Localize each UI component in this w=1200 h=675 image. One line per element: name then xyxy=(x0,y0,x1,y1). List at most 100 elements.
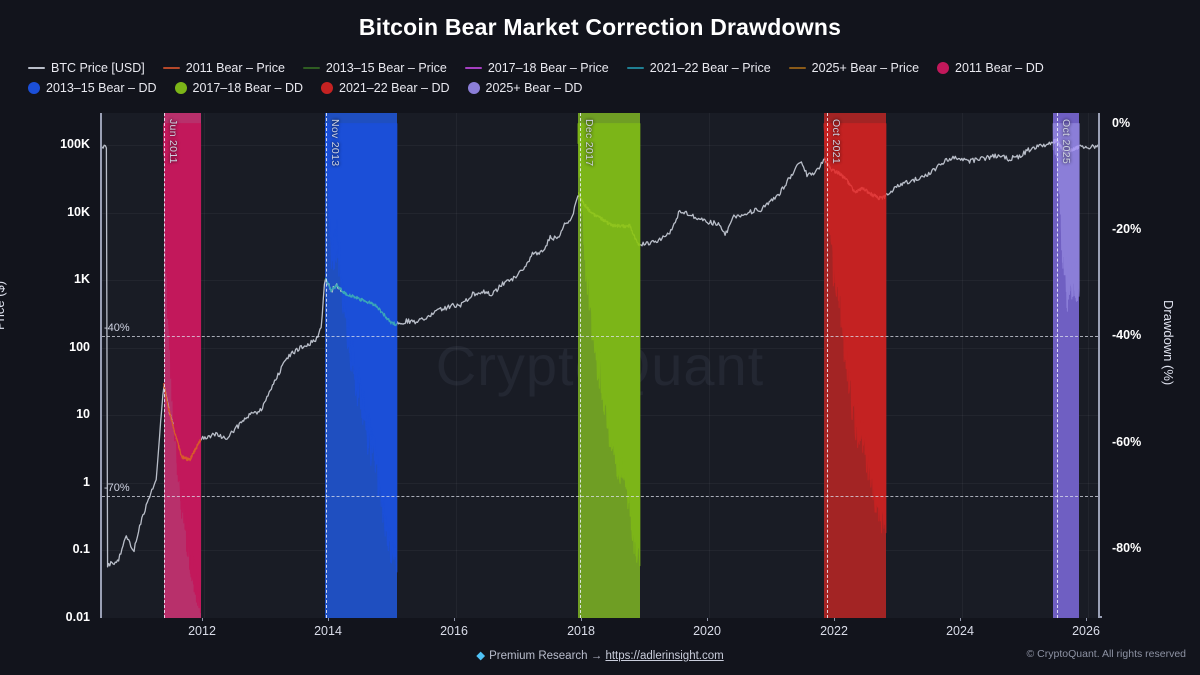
y-tick-price: 10K xyxy=(67,204,90,219)
y-tick-price: 0.1 xyxy=(72,542,90,557)
bear-price-path xyxy=(325,279,397,326)
y-axis-right-title: Drawdown (%) xyxy=(1161,300,1176,386)
peak-marker-line xyxy=(326,113,327,618)
peak-marker-line xyxy=(827,113,828,618)
x-tick-mark xyxy=(328,616,329,621)
page-title: Bitcoin Bear Market Correction Drawdowns xyxy=(358,14,842,40)
peak-marker-label: Dec 2017 xyxy=(583,119,595,167)
bear-price-path xyxy=(164,383,201,461)
drawdown-reference-line xyxy=(102,336,1098,338)
x-tick-mark xyxy=(960,616,961,621)
drawdown-reference-label: -40% xyxy=(104,322,130,335)
peak-marker-label: Nov 2013 xyxy=(329,119,341,167)
grid-line-vertical xyxy=(962,113,963,618)
x-tick-label: 2012 xyxy=(188,624,216,638)
bear-price-path xyxy=(824,158,886,200)
legend-item[interactable]: 2021–22 Bear – DD xyxy=(321,78,450,98)
x-tick-label: 2014 xyxy=(314,624,342,638)
legend-item[interactable]: 2025+ Bear – Price xyxy=(788,58,920,78)
series-layer xyxy=(102,113,1098,618)
legend-label: 2021–22 Bear – DD xyxy=(339,81,450,95)
footer-premium: ◆ Premium Research → https://adlerinsight… xyxy=(0,648,1200,662)
y-tick-price: 1K xyxy=(74,272,90,287)
y-tick-drawdown: -60% xyxy=(1112,434,1142,449)
x-tick-mark xyxy=(202,616,203,621)
legend-line-swatch xyxy=(626,67,644,69)
chart-legend: BTC Price [USD] 2011 Bear – Price 2013–15 … xyxy=(28,58,1174,98)
y-tick-price: 100 xyxy=(69,339,90,354)
peak-marker-line xyxy=(580,113,581,618)
x-tick-label: 2024 xyxy=(946,624,974,638)
drawdown-reference-label: -70% xyxy=(104,481,130,494)
grid-line-vertical xyxy=(456,113,457,618)
legend-line-swatch xyxy=(788,67,806,69)
legend-item[interactable]: 2021–22 Bear – Price xyxy=(626,58,771,78)
x-tick-label: 2022 xyxy=(820,624,848,638)
y-tick-drawdown: -40% xyxy=(1112,328,1142,343)
legend-item[interactable]: 2011 Bear – DD xyxy=(937,58,1044,78)
legend-label: 2021–22 Bear – Price xyxy=(649,61,771,75)
y-tick-price: 100K xyxy=(60,137,90,152)
y-axis-left-title: Price ($) xyxy=(0,280,7,330)
legend-label: 2025+ Bear – DD xyxy=(485,81,583,95)
peak-marker-label: Oct 2021 xyxy=(830,119,842,165)
legend-dot-swatch xyxy=(28,82,40,94)
legend-label: 2011 Bear – DD xyxy=(955,61,1044,75)
drawdown-area xyxy=(824,124,886,533)
legend-label: BTC Price [USD] xyxy=(51,61,145,75)
x-tick-label: 2018 xyxy=(567,624,595,638)
legend-item[interactable]: 2013–15 Bear – Price xyxy=(302,58,447,78)
grid-line-vertical xyxy=(709,113,710,618)
legend-dot-swatch xyxy=(467,82,480,94)
drawdown-area xyxy=(578,124,640,566)
y-tick-drawdown: 0% xyxy=(1112,115,1131,130)
x-tick-mark xyxy=(707,616,708,621)
legend-item[interactable]: 2017–18 Bear – DD xyxy=(174,78,304,98)
legend-item[interactable]: 2011 Bear – Price xyxy=(162,58,285,78)
legend-label: 2013–15 Bear – DD xyxy=(46,81,157,95)
adlerinsight-link[interactable]: https://adlerinsight.com xyxy=(605,650,724,662)
diamond-icon: ◆ xyxy=(476,650,486,662)
y-tick-price: 1 xyxy=(83,474,90,489)
x-tick-label: 2020 xyxy=(693,624,721,638)
legend-line-swatch xyxy=(464,67,482,69)
y-tick-price: 10 xyxy=(76,407,90,422)
x-tick-mark xyxy=(834,616,835,621)
legend-label: 2025+ Bear – Price xyxy=(811,61,920,75)
footer-copyright: © CryptoQuant. All rights reserved xyxy=(1026,648,1186,660)
y-tick-price: 0.01 xyxy=(65,610,90,624)
legend-item[interactable]: 2017–18 Bear – Price xyxy=(464,58,609,78)
x-tick-label: 2016 xyxy=(440,624,468,638)
legend-line-swatch xyxy=(302,67,320,69)
legend-label: 2011 Bear – Price xyxy=(185,61,285,75)
peak-marker-line xyxy=(164,113,165,618)
peak-marker-label: Jun 2011 xyxy=(167,119,179,164)
x-tick-mark xyxy=(454,616,455,621)
legend-line-swatch xyxy=(28,67,45,69)
legend-dot-swatch xyxy=(321,82,333,94)
x-tick-label: 2026 xyxy=(1072,624,1100,638)
legend-dot-swatch xyxy=(174,82,187,94)
legend-label: 2017–18 Bear – DD xyxy=(192,81,304,95)
drawdown-area xyxy=(164,124,201,613)
legend-line-swatch xyxy=(162,67,180,69)
legend-item[interactable]: 2013–15 Bear – DD xyxy=(28,78,157,98)
legend-label: 2017–18 Bear – Price xyxy=(487,61,609,75)
drawdown-reference-line xyxy=(102,495,1098,497)
grid-line-vertical xyxy=(1088,113,1089,618)
peak-marker-line xyxy=(1057,113,1058,618)
legend-label: 2013–15 Bear – Price xyxy=(325,61,447,75)
legend-item[interactable]: BTC Price [USD] xyxy=(28,58,145,78)
y-tick-drawdown: -20% xyxy=(1112,221,1142,236)
bear-price-path xyxy=(578,193,640,246)
y-tick-drawdown: -80% xyxy=(1112,540,1142,555)
legend-item[interactable]: 2025+ Bear – DD xyxy=(467,78,583,98)
x-tick-mark xyxy=(581,616,582,621)
premium-research-label: Premium Research → xyxy=(489,650,603,662)
peak-marker-label: Oct 2025 xyxy=(1060,119,1072,165)
drawdown-area xyxy=(325,124,397,572)
legend-dot-swatch xyxy=(937,62,950,74)
x-tick-mark xyxy=(1086,616,1087,621)
